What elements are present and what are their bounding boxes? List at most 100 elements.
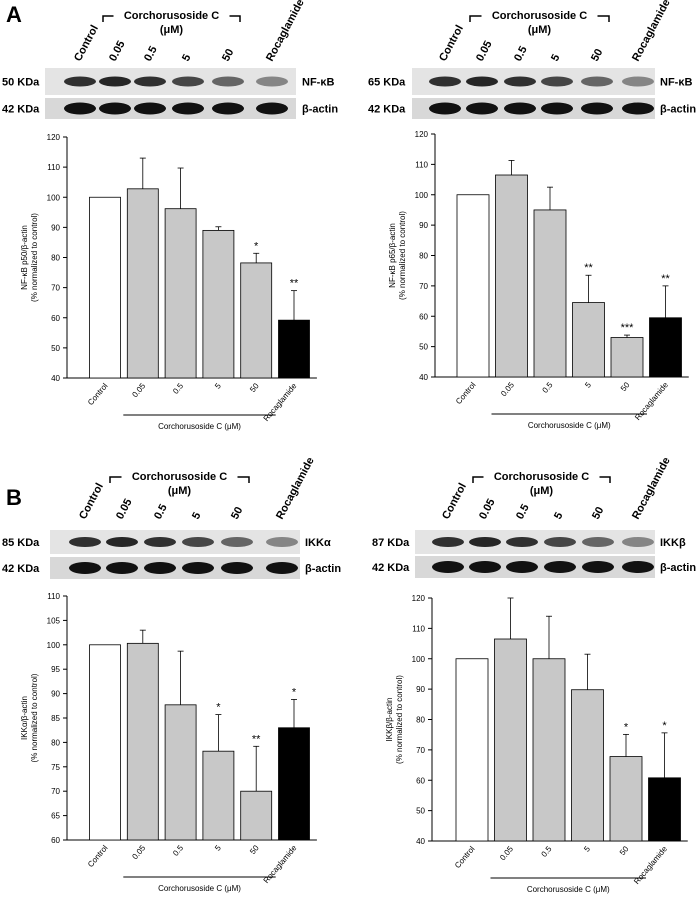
y-tick-label: 100 <box>47 641 61 650</box>
lane-label: 50 <box>589 47 605 63</box>
y-tick-label: 110 <box>412 624 425 633</box>
band-protein: IKKα <box>305 537 331 549</box>
band-protein: β-actin <box>660 104 696 116</box>
x-tick-label: 0.05 <box>130 843 147 861</box>
lane-label: 0.5 <box>152 502 170 521</box>
lane-label: 0.05 <box>474 39 495 64</box>
lane-label: 0.5 <box>514 502 532 521</box>
y-tick-label: 90 <box>419 221 428 230</box>
y-tick-label: 60 <box>51 836 60 845</box>
x-tick-label: 5 <box>213 843 223 853</box>
y-tick-label: 90 <box>51 223 60 232</box>
bracket-gap <box>121 473 238 481</box>
band <box>544 537 576 547</box>
lane-label: Control <box>437 23 466 63</box>
y-tick-label: 105 <box>47 616 61 625</box>
y-tick-label: 95 <box>51 665 60 674</box>
x-tick-label: Control <box>86 843 110 869</box>
band-size: 65 KDa <box>368 77 406 89</box>
band <box>266 562 298 574</box>
x-tick-label: 0.5 <box>171 381 185 396</box>
band-size: 42 KDa <box>372 562 410 574</box>
group-unit: (μM) <box>528 24 552 36</box>
band <box>212 102 244 115</box>
significance-label: ** <box>584 262 593 274</box>
x-tick-label: Rocaglamide <box>633 380 670 422</box>
bar <box>532 658 566 842</box>
lane-label: 0.05 <box>114 497 135 522</box>
y-tick-label: 60 <box>416 776 425 785</box>
x-tick-label: Control <box>86 381 110 407</box>
bar <box>495 174 528 378</box>
group-unit: (μM) <box>168 485 192 497</box>
bar <box>202 750 235 841</box>
band <box>581 76 613 87</box>
lane-label: 5 <box>180 52 193 63</box>
bar <box>278 319 310 379</box>
y-axis-label: NF-κB p50/β-actin <box>20 225 29 290</box>
y-axis-label: NF-κB p65/β-actin <box>388 223 397 288</box>
band <box>182 537 214 547</box>
group-label: Corchorusoside C <box>492 10 587 22</box>
y-tick-label: 110 <box>47 163 60 172</box>
band-size: 85 KDa <box>2 537 40 549</box>
y-tick-label: 50 <box>51 344 60 353</box>
y-axis-label: (% normalized to control) <box>30 213 39 302</box>
significance-label: * <box>254 240 259 252</box>
significance-label: ** <box>252 733 261 745</box>
group-unit: (μM) <box>530 485 554 497</box>
group-label: Corchorusoside C (μM) <box>528 421 611 430</box>
lane-label: 0.5 <box>512 44 530 63</box>
band-size: 42 KDa <box>2 104 40 116</box>
band <box>622 102 654 115</box>
y-tick-label: 80 <box>419 252 428 261</box>
y-tick-label: 40 <box>51 374 60 383</box>
band <box>582 537 614 547</box>
x-tick-label: Control <box>454 380 478 406</box>
band <box>69 537 101 547</box>
y-axis-label: IKKα/β-actin <box>20 696 29 740</box>
band <box>469 561 501 573</box>
x-tick-label: 50 <box>618 844 631 857</box>
group-label: Corchorusoside C (μM) <box>527 885 610 894</box>
band-size: 50 KDa <box>2 77 40 89</box>
bracket-gap <box>113 12 230 20</box>
bar <box>572 302 605 378</box>
x-tick-label: Control <box>453 844 477 870</box>
y-axis-label: (% normalized to control) <box>30 673 39 762</box>
y-tick-label: 120 <box>47 133 61 142</box>
lane-label: 50 <box>229 505 245 521</box>
lane-label: Control <box>77 481 106 521</box>
band <box>504 102 536 115</box>
x-tick-label: 0.05 <box>499 380 516 398</box>
y-tick-label: 100 <box>412 655 426 664</box>
band <box>466 76 498 87</box>
group-unit: (μM) <box>160 24 184 36</box>
band-size: 87 KDa <box>372 537 410 549</box>
y-tick-label: 65 <box>51 812 60 821</box>
panel-label: A <box>6 2 22 27</box>
bar <box>89 644 121 841</box>
band <box>466 102 498 115</box>
y-axis-label: IKKβ/β-actin <box>385 698 394 742</box>
band-protein: β-actin <box>302 104 338 116</box>
panel-label: B <box>6 485 22 510</box>
band-protein: NF-κB <box>660 77 692 89</box>
band <box>582 561 614 573</box>
significance-label: * <box>216 702 221 714</box>
lane-label: Rocaglamide <box>274 455 317 521</box>
y-tick-label: 110 <box>47 592 60 601</box>
band <box>469 537 501 547</box>
y-tick-label: 100 <box>415 191 429 200</box>
band <box>429 76 461 87</box>
band <box>506 537 538 547</box>
significance-label: ** <box>290 278 299 290</box>
significance-label: * <box>292 686 297 698</box>
bar <box>164 208 197 379</box>
y-tick-label: 120 <box>412 594 426 603</box>
x-tick-label: 0.05 <box>130 381 147 399</box>
x-tick-label: 5 <box>582 844 592 854</box>
band <box>506 561 538 573</box>
lane-label: 5 <box>549 52 562 63</box>
band-protein: β-actin <box>660 562 696 574</box>
